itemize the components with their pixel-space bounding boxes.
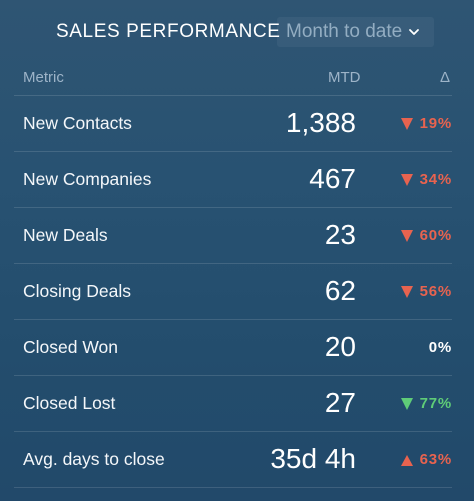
metric-value: 27 bbox=[324, 387, 356, 418]
table-row: New Contacts 1,388 19% bbox=[14, 95, 452, 151]
metric-delta-percent: 77% bbox=[419, 395, 452, 412]
metric-value: 35d 4h bbox=[270, 443, 356, 474]
triangle-down-icon bbox=[400, 174, 413, 186]
table-row: Avg. days to close 35d 4h 63% bbox=[14, 431, 452, 487]
metric-label: Closed Won bbox=[23, 337, 119, 357]
triangle-down-icon bbox=[400, 286, 413, 298]
period-select-value: Month to date bbox=[286, 21, 403, 42]
triangle-up-icon bbox=[400, 454, 413, 466]
table-row: Closing Deals 62 56% bbox=[14, 263, 452, 319]
table-row: New Deals 23 60% bbox=[14, 207, 452, 263]
metric-delta: 34% bbox=[400, 152, 452, 207]
metric-value: 20 bbox=[324, 331, 356, 362]
column-header-mtd: MTD bbox=[328, 69, 361, 86]
triangle-down-icon bbox=[400, 118, 413, 130]
metric-label: New Deals bbox=[23, 225, 108, 245]
metric-delta: 60% bbox=[400, 208, 452, 263]
table-row: New Companies 467 34% bbox=[14, 151, 452, 207]
metric-value: 62 bbox=[324, 275, 356, 306]
widget-header: SALES PERFORMANCE Month to date bbox=[0, 0, 474, 64]
metric-delta-percent: 63% bbox=[419, 451, 452, 468]
period-select[interactable]: Month to date bbox=[277, 17, 434, 47]
metric-delta-percent: 34% bbox=[419, 171, 452, 188]
metric-delta-percent: 56% bbox=[419, 283, 452, 300]
metric-value: 467 bbox=[309, 163, 356, 194]
metric-delta-percent: 0% bbox=[428, 339, 452, 356]
metric-delta: 63% bbox=[400, 432, 452, 487]
column-header-metric: Metric bbox=[23, 69, 64, 86]
metric-value: 1,388 bbox=[285, 107, 356, 138]
metric-delta-percent: 60% bbox=[419, 227, 452, 244]
metric-label: New Companies bbox=[23, 169, 152, 189]
table-bottom-divider bbox=[14, 487, 452, 488]
chevron-down-icon bbox=[409, 29, 420, 35]
metrics-table: New Contacts 1,388 19% New Companies 467… bbox=[0, 95, 474, 487]
triangle-down-icon bbox=[400, 398, 413, 410]
table-row: Closed Won 20 0% bbox=[14, 319, 452, 375]
metric-delta: 0% bbox=[429, 320, 452, 375]
metric-label: New Contacts bbox=[23, 113, 132, 133]
table-row: Closed Lost 27 77% bbox=[14, 375, 452, 431]
metric-delta: 77% bbox=[400, 376, 452, 431]
metric-label: Avg. days to close bbox=[23, 449, 165, 469]
widget-title: SALES PERFORMANCE bbox=[56, 21, 281, 42]
metric-delta: 19% bbox=[400, 96, 452, 151]
metric-label: Closed Lost bbox=[23, 393, 116, 413]
metric-label: Closing Deals bbox=[23, 281, 131, 301]
triangle-down-icon bbox=[400, 230, 413, 242]
metric-value: 23 bbox=[324, 219, 356, 250]
column-header-delta: Δ bbox=[440, 69, 451, 86]
metric-delta-percent: 19% bbox=[419, 115, 452, 132]
metric-delta: 56% bbox=[400, 264, 452, 319]
